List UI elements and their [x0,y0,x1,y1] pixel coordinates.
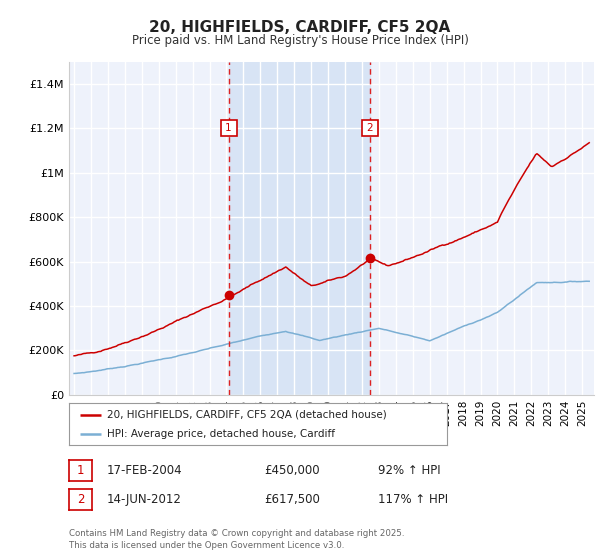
Text: 1: 1 [77,464,84,477]
Text: 92% ↑ HPI: 92% ↑ HPI [378,464,440,477]
Text: 20, HIGHFIELDS, CARDIFF, CF5 2QA (detached house): 20, HIGHFIELDS, CARDIFF, CF5 2QA (detach… [107,409,386,419]
Text: 20, HIGHFIELDS, CARDIFF, CF5 2QA: 20, HIGHFIELDS, CARDIFF, CF5 2QA [149,20,451,35]
Text: 117% ↑ HPI: 117% ↑ HPI [378,493,448,506]
Text: 2: 2 [367,123,373,133]
Text: Contains HM Land Registry data © Crown copyright and database right 2025.
This d: Contains HM Land Registry data © Crown c… [69,529,404,550]
Text: 14-JUN-2012: 14-JUN-2012 [107,493,182,506]
Text: 2: 2 [77,493,84,506]
Text: £617,500: £617,500 [264,493,320,506]
Text: Price paid vs. HM Land Registry's House Price Index (HPI): Price paid vs. HM Land Registry's House … [131,34,469,46]
Bar [229,62,370,395]
Text: 17-FEB-2004: 17-FEB-2004 [107,464,182,477]
Text: 1: 1 [225,123,232,133]
Text: HPI: Average price, detached house, Cardiff: HPI: Average price, detached house, Card… [107,429,335,439]
Text: £450,000: £450,000 [264,464,320,477]
